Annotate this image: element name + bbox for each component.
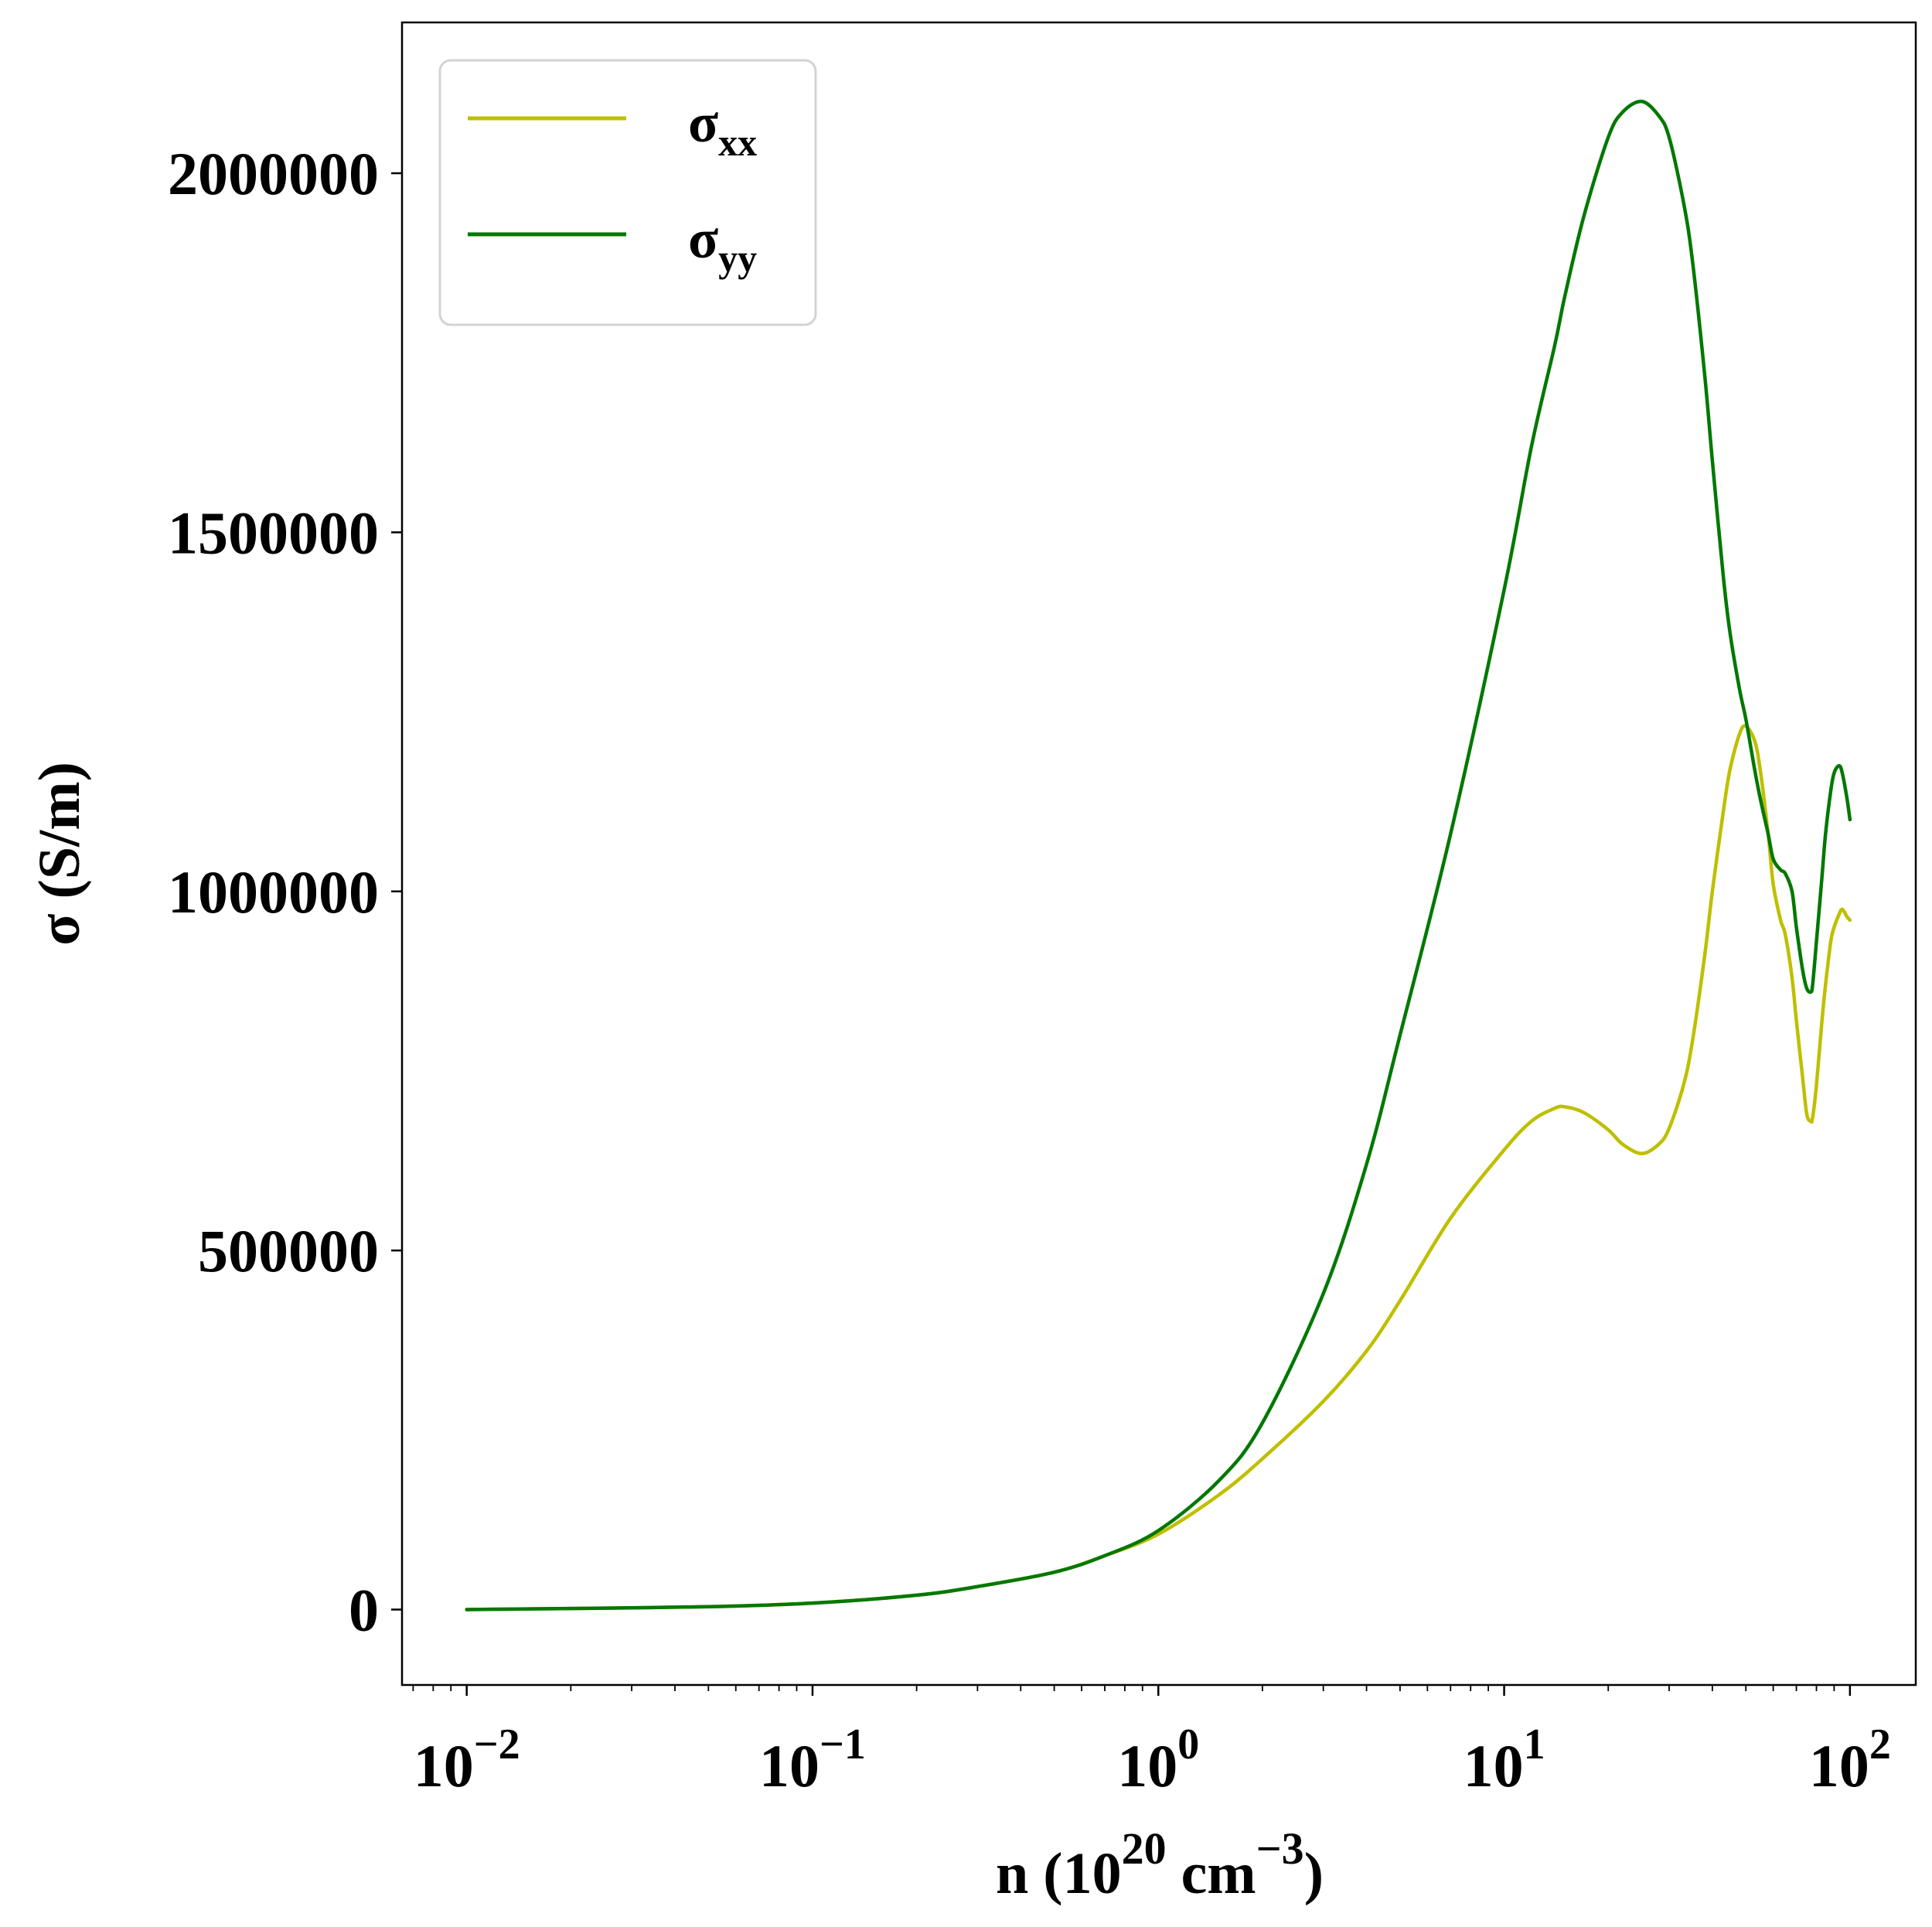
legend-label-yy-symbol: σ <box>688 208 718 270</box>
x-axis-label-exp1: 20 <box>1122 1823 1167 1874</box>
legend-box <box>438 59 817 326</box>
x-tick-label-exp: −1 <box>819 1721 866 1768</box>
x-axis-label-base: n (10 <box>996 1841 1122 1906</box>
legend-label-yy: σyy <box>688 208 757 280</box>
series-line-yy <box>465 99 1852 1612</box>
x-tick-label-base: 10 <box>414 1732 474 1799</box>
x-tick-label-exp: 0 <box>1177 1721 1199 1768</box>
x-axis-label-end: ) <box>1304 1841 1324 1906</box>
y-tick-label: 500000 <box>198 1217 379 1284</box>
x-tick-label-exp: 1 <box>1524 1721 1545 1768</box>
y-tick-label: 1000000 <box>168 858 379 926</box>
y-tick-label: 2000000 <box>168 140 379 207</box>
x-axis-label-exp2: −3 <box>1256 1823 1304 1874</box>
x-tick-label: 101 <box>1463 1721 1545 1799</box>
x-tick-label-base: 10 <box>1117 1732 1177 1799</box>
x-tick-label: 100 <box>1117 1721 1199 1799</box>
x-tick-label-base: 10 <box>759 1732 819 1799</box>
legend: σxx σyy <box>438 59 817 326</box>
legend-label-xx: σxx <box>688 92 757 164</box>
y-tick-label: 1500000 <box>168 499 379 566</box>
x-axis-label: n (1020 cm−3) <box>996 1823 1324 1906</box>
y-axis-label: σ (S/m) <box>27 762 92 946</box>
plot-frame <box>400 21 1917 1687</box>
x-tick-label-base: 10 <box>1463 1732 1524 1799</box>
x-tick-label: 10−1 <box>759 1721 866 1799</box>
x-tick-label-exp: 2 <box>1869 1721 1891 1768</box>
y-tick-label: 0 <box>349 1576 379 1643</box>
legend-label-yy-subscript: yy <box>718 237 757 280</box>
legend-label-xx-symbol: σ <box>688 92 718 154</box>
series-layer <box>465 99 1852 1612</box>
x-tick-label: 102 <box>1809 1721 1891 1799</box>
y-axis-ticks: 0 500000 1000000 1500000 2000000 <box>168 140 402 1643</box>
x-tick-label-exp: −2 <box>474 1721 520 1768</box>
x-tick-label-base: 10 <box>1809 1732 1869 1799</box>
legend-label-xx-subscript: xx <box>718 121 757 164</box>
x-axis-label-mid: cm <box>1167 1841 1256 1906</box>
x-tick-label: 10−2 <box>414 1721 520 1799</box>
x-axis-ticks: 10−2 10−1 100 101 102 <box>412 1685 1891 1799</box>
